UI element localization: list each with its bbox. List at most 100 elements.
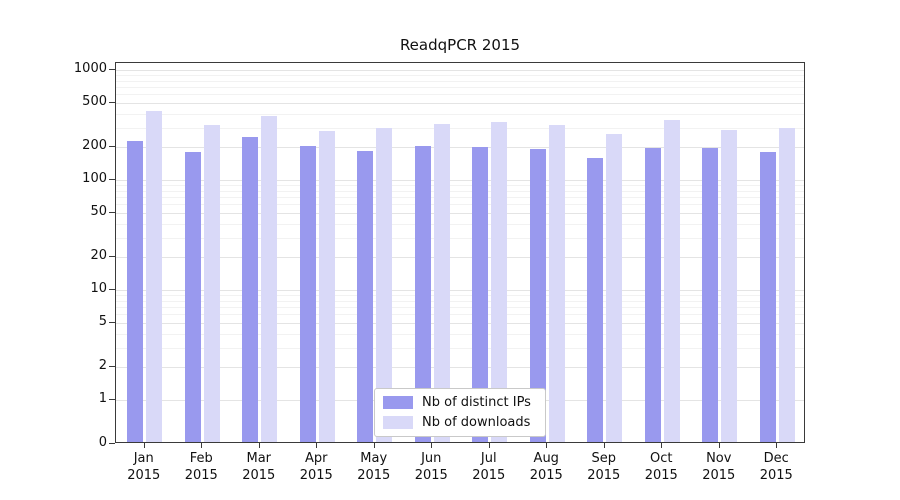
- y-tick-mark: [109, 289, 115, 290]
- x-tick-mark: [546, 442, 548, 448]
- x-tick-mark: [373, 442, 375, 448]
- x-tick-label: Apr 2015: [299, 451, 333, 483]
- gridline-minor: [116, 307, 804, 308]
- y-tick-label: 50: [90, 204, 107, 220]
- y-tick-mark: [109, 69, 115, 70]
- bar-downloads-jan: [146, 111, 163, 442]
- gridline-minor: [116, 127, 804, 129]
- y-tick-mark: [109, 365, 115, 367]
- gridline-minor: [116, 223, 804, 225]
- y-tick-mark: [109, 443, 115, 444]
- legend-item-downloads: Nb of downloads: [383, 415, 531, 430]
- gridline-minor: [116, 75, 804, 76]
- y-tick-label: 100: [82, 171, 107, 186]
- bar-ips-dec: [759, 151, 776, 442]
- x-tick-label: Mar 2015: [242, 451, 276, 483]
- y-tick-mark: [109, 102, 115, 104]
- bar-downloads-dec: [778, 127, 795, 442]
- y-tick-mark: [109, 399, 115, 400]
- gridline-minor: [116, 237, 804, 239]
- legend-swatch-downloads: [383, 416, 413, 429]
- gridline-major: [116, 290, 804, 291]
- bar-ips-aug: [529, 149, 546, 442]
- y-tick-label: 20: [90, 247, 107, 263]
- x-tick-mark: [776, 442, 778, 448]
- gridline-minor: [116, 295, 804, 296]
- x-tick-label: Jan 2015: [127, 451, 161, 483]
- gridline-minor: [116, 300, 804, 302]
- gridline-major: [116, 323, 804, 325]
- gridline-major: [116, 366, 804, 368]
- y-tick-label: 1000: [73, 61, 107, 76]
- bar-downloads-aug: [548, 125, 565, 442]
- bar-ips-apr: [299, 145, 316, 442]
- x-tick-mark: [488, 442, 490, 448]
- legend: Nb of distinct IPs Nb of downloads: [374, 388, 546, 437]
- x-tick-label: May 2015: [357, 451, 391, 483]
- y-tick-label: 0: [98, 435, 107, 450]
- bar-ips-feb: [184, 151, 201, 442]
- gridline-minor: [116, 87, 804, 88]
- bar-downloads-may: [376, 128, 393, 442]
- x-tick-mark: [143, 442, 145, 448]
- x-axis-labels: Jan 2015 Feb 2015 Mar 2015 Apr 2015 May 2015…: [115, 450, 805, 490]
- y-tick-label: 500: [82, 94, 107, 110]
- y-tick-label: 10: [90, 281, 107, 296]
- gridline-major: [116, 70, 804, 71]
- gridline-major: [116, 256, 804, 258]
- gridline-minor: [116, 347, 804, 349]
- gridline-minor: [116, 113, 804, 115]
- legend-label-distinct-ips: Nb of distinct IPs: [422, 395, 531, 410]
- bar-downloads-oct: [663, 120, 680, 442]
- bar-ips-oct: [644, 148, 661, 442]
- y-axis-labels: 0 1 2 5 10 20 50 100 200 500 1000: [0, 61, 107, 450]
- bar-downloads-sep: [606, 134, 623, 442]
- bar-ips-mar: [242, 137, 259, 442]
- bar-ips-may: [357, 150, 374, 442]
- gridline-minor: [116, 94, 804, 96]
- plot-area: [115, 62, 805, 443]
- bar-ips-jul: [472, 146, 489, 442]
- x-tick-label: Oct 2015: [644, 451, 678, 483]
- x-tick-label: Feb 2015: [184, 451, 218, 483]
- x-tick-mark: [316, 442, 318, 448]
- x-tick-label: Aug 2015: [529, 451, 563, 483]
- gridline-minor: [116, 204, 804, 206]
- bar-downloads-feb: [203, 125, 220, 442]
- legend-item-distinct-ips: Nb of distinct IPs: [383, 395, 531, 410]
- gridline-major: [116, 103, 804, 105]
- gridline-minor: [116, 190, 804, 192]
- legend-label-downloads: Nb of downloads: [422, 415, 531, 430]
- gridline-minor: [116, 80, 804, 82]
- x-tick-label: Jul 2015: [472, 451, 506, 483]
- gridline-major: [116, 180, 804, 181]
- x-tick-label: Jun 2015: [414, 451, 448, 483]
- bar-downloads-jun: [433, 123, 450, 442]
- y-tick-label: 2: [98, 357, 107, 373]
- bar-ips-jan: [127, 141, 144, 442]
- y-tick-mark: [109, 255, 115, 257]
- chart-title: ReadqPCR 2015: [399, 36, 521, 54]
- y-tick-mark: [109, 145, 115, 147]
- gridline-major: [116, 146, 804, 148]
- bar-ips-jun: [414, 145, 431, 442]
- x-tick-mark: [661, 442, 663, 448]
- gridline-minor: [116, 314, 804, 316]
- x-tick-label: Dec 2015: [759, 451, 793, 483]
- bar-ips-sep: [587, 157, 604, 442]
- y-tick-label: 5: [98, 314, 107, 330]
- gridline-minor: [116, 185, 804, 186]
- gridline-minor: [116, 197, 804, 198]
- gridline-minor: [116, 333, 804, 335]
- bar-downloads-jul: [491, 122, 508, 442]
- x-tick-label: Sep 2015: [587, 451, 621, 483]
- x-tick-mark: [258, 442, 260, 448]
- y-tick-label: 1: [98, 391, 107, 406]
- gridline-major: [116, 213, 804, 215]
- y-tick-label: 200: [82, 137, 107, 153]
- y-tick-mark: [109, 322, 115, 324]
- x-tick-mark: [603, 442, 605, 448]
- bar-ips-nov: [702, 148, 719, 442]
- x-tick-label: Nov 2015: [702, 451, 736, 483]
